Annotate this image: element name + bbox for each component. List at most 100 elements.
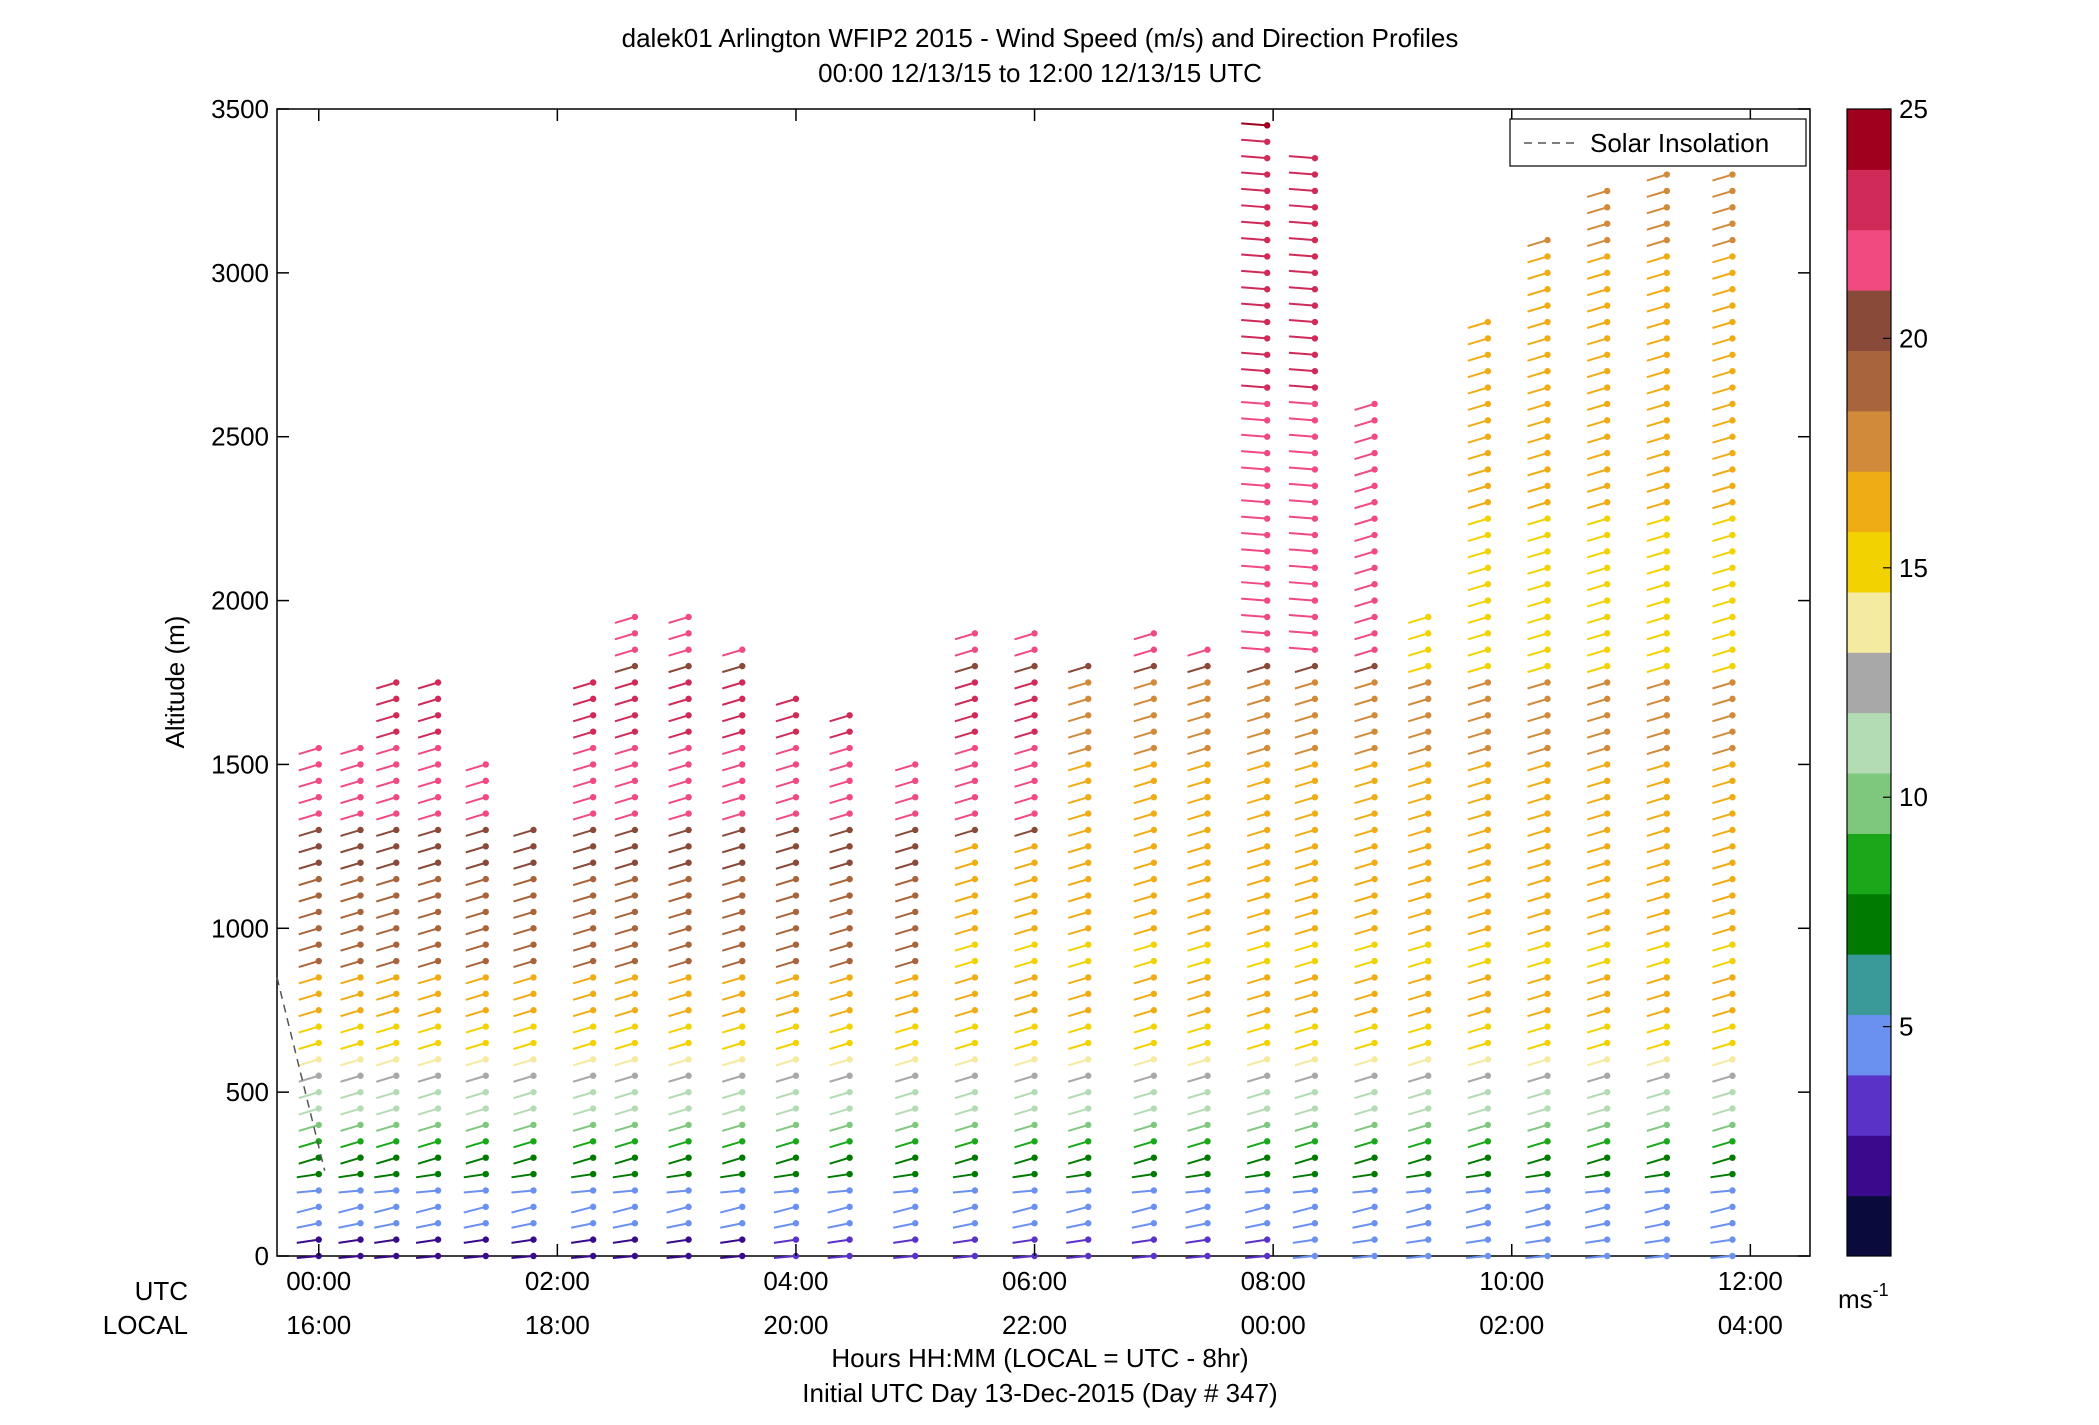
wind-barb [1527,435,1548,444]
wind-barb [894,763,916,772]
wind-barb-dot [1425,744,1432,752]
wind-barb [1712,435,1733,444]
wind-barb-dot [1484,1154,1492,1161]
wind-barb [1354,845,1375,854]
wind-barb-dot [357,1072,364,1079]
wind-barb [775,943,797,952]
wind-barb [721,763,743,772]
wind-barb [829,1025,850,1034]
wind-barb-dot [912,1154,919,1161]
wind-barb-dot [912,908,919,916]
wind-barb-dot [1150,1187,1158,1194]
wind-barb [1066,1238,1089,1244]
wind-barb [954,960,976,969]
wind-barb [721,1074,743,1083]
wind-barb-dot [1150,990,1158,998]
wind-barb-dot [971,1056,979,1063]
wind-barb [1407,992,1429,1001]
wind-barb [614,714,636,723]
wind-barb [893,1238,916,1244]
wind-barb-dot [685,1252,692,1260]
wind-barb [893,1255,916,1259]
wind-barb [376,1156,397,1165]
wind-barb-dot [1729,728,1736,735]
wind-barb-dot [315,925,322,932]
wind-barb [721,861,743,870]
wind-barb [954,779,976,788]
wind-barb [829,878,850,887]
wind-barb-dot [1663,286,1671,293]
wind-barb-dot [1085,712,1092,719]
wind-barb-dot [1031,695,1038,703]
wind-barb-dot [315,1187,322,1194]
wind-barb [513,829,534,837]
wind-barb [829,1156,850,1165]
wind-barb [668,1123,689,1132]
colorbar-tick-label: 5 [1899,1012,1913,1042]
wind-barb-dot [1544,712,1551,719]
wind-barb-dot [912,826,919,834]
wind-barb-dot [1603,777,1611,785]
wind-barb-dot [357,777,364,785]
wind-barb-dot [739,1187,746,1194]
wind-barb-dot [1371,859,1378,866]
wind-barb [1586,796,1608,805]
wind-barb-dot [631,1105,639,1112]
wind-barb [376,878,397,887]
wind-barb-dot [1484,957,1492,965]
wind-barb-dot [1371,679,1378,686]
wind-barb [720,1189,743,1194]
wind-barb [511,1205,534,1214]
wind-barb-dot [1484,679,1492,686]
wind-barb [1246,861,1268,870]
wind-barb [954,796,976,805]
wind-barb-dot [1085,1203,1092,1211]
wind-barb-dot [1311,384,1319,391]
wind-barb [1527,796,1548,805]
wind-barb-dot [1663,1072,1671,1079]
wind-barb [463,1222,486,1229]
wind-barb-dot [482,859,489,866]
wind-barb-dot [1425,1056,1432,1063]
wind-barb [1352,1205,1375,1214]
wind-barb-dot [1263,843,1271,850]
wind-barb-dot [1603,1088,1611,1096]
wind-barb-dot [1204,744,1211,752]
wind-barb-dot [1663,892,1671,899]
wind-barb-dot [434,1203,442,1211]
wind-barb [1246,1058,1268,1067]
wind-barb [1187,1025,1208,1034]
wind-barb [721,812,743,821]
wind-barb-dot [357,1236,364,1243]
wind-barb [1406,1255,1429,1259]
wind-barb-dot [482,941,489,948]
wind-barb-dot [685,875,692,883]
wind-barb [1288,613,1315,618]
wind-barb [1014,681,1035,690]
wind-barb [1288,302,1315,307]
wind-barb [417,1042,439,1050]
wind-barb-dot [685,843,692,850]
wind-barb-dot [589,695,597,703]
wind-barb-dot [846,1203,853,1211]
wind-barb [415,1205,439,1214]
wind-barb [1527,1042,1548,1050]
wind-barb-dot [530,875,537,883]
wind-barb-dot [315,1105,322,1112]
wind-barb [1354,894,1375,903]
wind-barb [1527,747,1548,756]
wind-barb [612,1173,636,1179]
wind-barb-dot [631,613,639,621]
wind-barb [1246,976,1268,985]
wind-barb-dot [1544,515,1551,522]
wind-barb-dot [792,728,800,735]
wind-barb [1354,1025,1375,1034]
wind-barb-dot [530,1039,537,1047]
wind-barb [1067,747,1089,756]
wind-barb-dot [1603,974,1611,981]
wind-barb-dot [1371,974,1378,981]
wind-barb-dot [482,1220,489,1227]
wind-barb-dot [1150,875,1158,883]
wind-barb-dot [1371,433,1378,440]
wind-barb-dot [1263,220,1271,227]
